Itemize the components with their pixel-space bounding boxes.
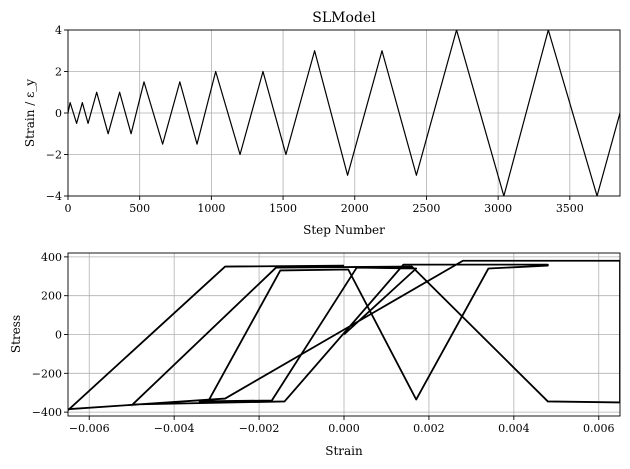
y-tick-label: 4 — [55, 24, 62, 37]
stress-strain-chart: −0.006 −0.004 −0.002 0.000 0.002 0.004 0.006 −4… — [9, 251, 621, 458]
x-axis-label: Step Number — [303, 223, 385, 237]
stress-strain-line — [68, 259, 620, 412]
x-tick-label: −0.004 — [154, 422, 195, 435]
y-tick-label: −4 — [46, 190, 62, 203]
x-axis-label: Strain — [325, 444, 363, 458]
strain-history-series — [68, 30, 620, 196]
y-tick-label: 400 — [41, 251, 62, 264]
x-tick-label: 2000 — [341, 202, 369, 215]
x-tick-label: −0.006 — [69, 422, 110, 435]
y-axis-label: Strain / ε_y — [23, 79, 37, 147]
y-tick-label: −200 — [32, 367, 62, 380]
y-tick-label: 0 — [55, 329, 62, 342]
x-tick-label: −0.002 — [239, 422, 280, 435]
strain-history-grid — [67, 29, 620, 197]
y-tick-label: 0 — [55, 107, 62, 120]
strain-history-chart: 0 500 1000 1500 2000 2500 3000 3500 −4 −2 0 2 4 SLMo… — [23, 10, 621, 237]
y-tick-label: −2 — [46, 149, 62, 162]
chart-title: SLModel — [312, 10, 376, 26]
y-tick-label: −400 — [32, 406, 62, 419]
stress-strain-series — [68, 259, 620, 412]
x-tick-label: 3500 — [556, 202, 584, 215]
stress-strain-ticks: −0.006 −0.004 −0.002 0.000 0.002 0.004 0.006 −4… — [32, 251, 615, 435]
x-tick-label: 3000 — [484, 202, 512, 215]
x-tick-label: 0.000 — [328, 422, 360, 435]
x-tick-label: 0 — [65, 202, 72, 215]
x-tick-label: 500 — [129, 202, 150, 215]
x-tick-label: 2500 — [412, 202, 440, 215]
stress-strain-grid — [68, 253, 620, 416]
x-tick-label: 1000 — [197, 202, 225, 215]
x-tick-label: 0.006 — [583, 422, 615, 435]
strain-history-line — [68, 30, 620, 196]
y-tick-label: 200 — [41, 290, 62, 303]
y-tick-label: 2 — [55, 66, 62, 79]
x-tick-label: 1500 — [269, 202, 297, 215]
x-tick-label: 0.002 — [413, 422, 445, 435]
x-tick-label: 0.004 — [498, 422, 530, 435]
strain-history-ticks: 0 500 1000 1500 2000 2500 3000 3500 −4 −2 0 2 4 — [46, 24, 584, 215]
y-axis-label: Stress — [9, 315, 23, 353]
